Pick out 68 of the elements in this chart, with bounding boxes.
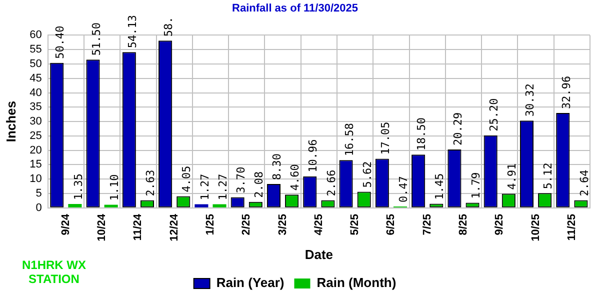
x-tick-label: 9/25	[494, 214, 506, 236]
data-label: 4.91	[506, 163, 519, 190]
x-tick-label: 7/25	[421, 214, 434, 236]
x-tick-label: 4/25	[312, 214, 325, 236]
x-tick-label: 12/24	[168, 212, 180, 242]
data-label: 5.62	[360, 161, 374, 188]
data-label: 18.50	[415, 118, 428, 151]
data-label: 2.08	[252, 171, 266, 198]
y-tick-label: 25	[30, 130, 42, 142]
data-label: 1.79	[469, 172, 482, 199]
y-tick-label: 20	[30, 144, 42, 156]
data-label: 2.66	[324, 170, 338, 196]
y-tick-label: 15	[30, 158, 42, 171]
bar	[104, 204, 118, 208]
x-tick-label: 9/24	[60, 213, 72, 236]
data-label: 2.64	[578, 169, 591, 196]
data-label: 20.29	[451, 112, 464, 146]
legend-label: Rain (Month)	[316, 275, 396, 290]
data-label: 25.20	[487, 98, 500, 132]
text: N1HRK WX STATION	[20, 258, 87, 286]
y-axis-title: Inches	[3, 100, 18, 142]
data-label: 51.50	[90, 22, 103, 56]
x-tick-label: 10/25	[530, 214, 542, 242]
x-tick-label: 3/25	[276, 214, 289, 236]
bar	[68, 204, 82, 208]
x-tick-label: 11/25	[566, 214, 578, 241]
bar	[212, 204, 226, 208]
x-tick-label: 11/24	[132, 212, 144, 241]
x-tick-label: 10/24	[96, 212, 108, 242]
y-tick-label: 50	[30, 58, 42, 70]
x-tick-label: 8/25	[458, 214, 470, 236]
y-tick-label: 10	[30, 173, 42, 186]
data-label: 0.47	[397, 176, 410, 203]
y-tick-label: 5	[36, 188, 42, 200]
data-label: 4.05	[180, 166, 194, 192]
data-label: 17.05	[379, 122, 392, 155]
data-label: 1.45	[433, 173, 446, 200]
data-label: 16.58	[342, 123, 356, 156]
x-tick-label: 2/25	[240, 214, 253, 236]
data-label: 1.10	[108, 174, 121, 201]
data-label: 5.12	[542, 162, 555, 190]
data-label: 30.32	[524, 83, 537, 117]
data-label: 1.35	[72, 173, 85, 200]
y-tick-label: 40	[30, 86, 42, 99]
bar	[194, 204, 208, 208]
chart-title: Rainfall as of 11/30/2025	[232, 2, 358, 15]
x-tick-label: 5/25	[349, 214, 362, 236]
x-tick-label: 1/25	[204, 214, 217, 236]
y-tick-label: 45	[30, 72, 42, 84]
data-label: 3.70	[234, 166, 248, 194]
data-label: 1.27	[216, 174, 230, 200]
y-tick-label: 0	[36, 202, 42, 214]
y-tick-label: 30	[30, 116, 42, 128]
y-tick-label: 35	[30, 101, 42, 114]
data-label: 8.30	[270, 153, 284, 180]
data-label: 10.96	[306, 139, 320, 172]
data-label: 4.60	[288, 164, 302, 191]
data-label: 58.	[162, 16, 176, 37]
legend-label: Rain (Year)	[216, 275, 284, 290]
y-tick-label: 60	[30, 29, 42, 42]
data-label: 54.13	[126, 14, 140, 48]
data-label: 2.63	[144, 170, 158, 196]
y-tick-label: 55	[30, 44, 42, 56]
data-label: 1.27	[198, 174, 212, 200]
data-label: 50.40	[54, 26, 67, 59]
data-label: 32.96	[560, 76, 573, 110]
x-tick-label: 6/25	[385, 214, 398, 236]
x-axis-title: Date	[304, 246, 334, 262]
